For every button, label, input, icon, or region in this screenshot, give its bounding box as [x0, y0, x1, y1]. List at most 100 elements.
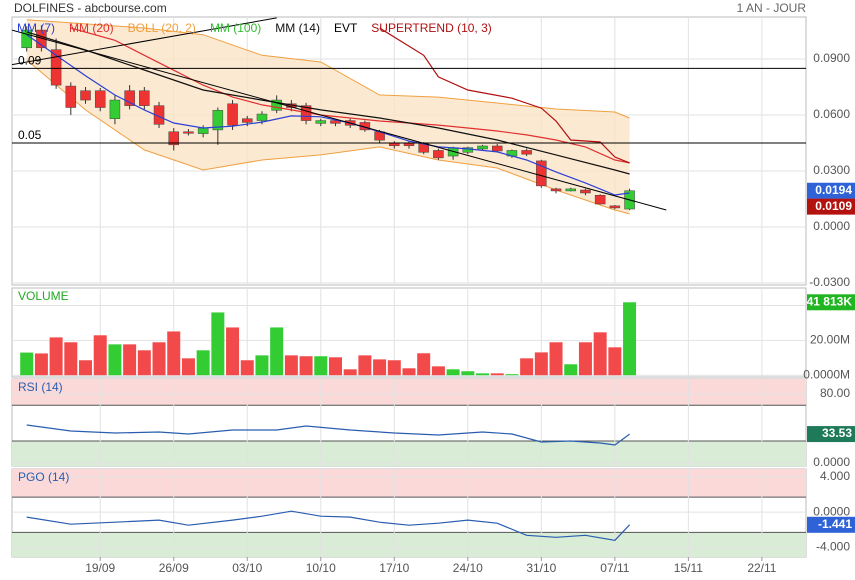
x-tick-label: 22/11: [747, 561, 776, 575]
volume-bar: [461, 371, 475, 376]
value-marker: [807, 294, 855, 311]
candle-body: [491, 145, 503, 152]
volume-bar: [549, 342, 563, 376]
panel-title: VOLUME: [18, 289, 69, 303]
candle-body: [65, 85, 77, 108]
volume-bar: [417, 353, 431, 376]
volume-bar: [123, 344, 137, 376]
volume-bar: [387, 360, 401, 376]
candle-body: [139, 90, 150, 106]
volume-bar: [167, 331, 181, 376]
x-tick-label: 19/09: [85, 561, 115, 575]
candle-body: [168, 131, 179, 146]
level-label: 0.05: [18, 128, 42, 142]
x-tick-label: 24/10: [453, 561, 483, 575]
volume-bar: [314, 356, 328, 376]
y-tick-label: -4.000: [816, 539, 850, 553]
value-marker-label: 0.0109: [815, 199, 852, 213]
volume-bar: [240, 360, 254, 376]
indicator-line: [379, 27, 630, 164]
volume-bar: [431, 366, 445, 376]
candle-body: [433, 150, 444, 159]
panel-title: PGO (14): [18, 470, 69, 484]
plot-area: [12, 288, 806, 377]
legend-entry: MM (20): [69, 21, 114, 35]
volume-bar: [64, 342, 78, 376]
candle-body: [521, 150, 532, 155]
indicator-line: [26, 31, 630, 175]
y-tick-label: 0.0900: [813, 51, 850, 65]
value-marker: [807, 426, 855, 443]
volume-bar: [93, 335, 107, 376]
indicator-line: [26, 510, 631, 541]
volume-bar: [608, 347, 622, 376]
indicator-line: [26, 34, 630, 196]
y-tick-label: -0.0300: [809, 275, 850, 289]
legend-entry: MM (7): [17, 21, 55, 35]
volume-bar: [476, 373, 490, 376]
legend-entry: BOLL (20, 2): [128, 21, 196, 35]
volume-bar: [446, 369, 460, 376]
oversold-zone: [12, 532, 806, 557]
x-tick-label: 07/11: [600, 561, 629, 575]
volume-bar: [623, 302, 637, 376]
volume-bar: [196, 350, 210, 376]
volume-bar: [284, 355, 298, 376]
legend-entry: MM (100): [210, 21, 261, 35]
volume-bar: [564, 364, 578, 376]
candle-body: [80, 90, 91, 101]
value-marker-label: -1.441: [818, 517, 852, 531]
volume-bar: [137, 350, 151, 376]
candle-body: [153, 105, 165, 125]
candle-body: [594, 194, 606, 205]
value-marker: [807, 516, 855, 533]
candle-body: [183, 131, 194, 134]
candle-body: [271, 99, 282, 111]
volume-bar: [593, 332, 607, 376]
volume-bar: [226, 327, 240, 376]
indicator-line: [70, 27, 630, 164]
candle-body: [330, 120, 341, 124]
candle-body: [50, 49, 62, 86]
trend-line: [12, 17, 277, 66]
x-tick-label: 31/10: [526, 561, 556, 575]
overbought-zone: [12, 469, 806, 498]
value-marker-label: 33.53: [822, 426, 852, 440]
plot-area: [12, 469, 806, 557]
volume-bar: [328, 357, 342, 376]
y-tick-label: 20.00M: [810, 333, 850, 347]
volume-bar: [34, 353, 48, 376]
x-tick-label: 10/10: [306, 561, 336, 575]
value-marker-label: 41 813K: [807, 294, 853, 308]
value-marker: [807, 198, 855, 215]
volume-bar: [373, 359, 387, 376]
y-tick-label: 0.0300: [813, 163, 850, 177]
y-tick-label: 80.00: [820, 386, 850, 400]
volume-bar: [520, 358, 534, 376]
x-tick-label: 15/11: [674, 561, 703, 575]
y-tick-label: 0.0000: [813, 504, 850, 518]
oversold-zone: [12, 440, 806, 466]
y-tick-label: 4.000: [820, 469, 850, 483]
volume-bar: [108, 344, 122, 376]
volume-bar: [343, 369, 357, 376]
volume-bar: [20, 352, 34, 376]
volume-bar: [181, 358, 195, 376]
candle-body: [227, 103, 238, 126]
volume-bar: [578, 342, 592, 376]
candle-body: [315, 120, 327, 124]
volume-bar: [505, 374, 519, 376]
y-tick-label: 0.0000: [813, 219, 850, 233]
volume-bar: [358, 355, 372, 376]
legend-entry: MM (14): [275, 21, 320, 35]
candle-body: [124, 90, 135, 106]
band-upper: [26, 19, 630, 119]
plot-area: [12, 17, 806, 285]
y-tick-label: 0.0600: [813, 107, 850, 121]
volume-bar: [255, 355, 269, 376]
level-label: 0.09: [18, 53, 42, 67]
candle-body: [212, 110, 224, 131]
candle-body: [94, 90, 106, 108]
candle-body: [565, 188, 576, 192]
